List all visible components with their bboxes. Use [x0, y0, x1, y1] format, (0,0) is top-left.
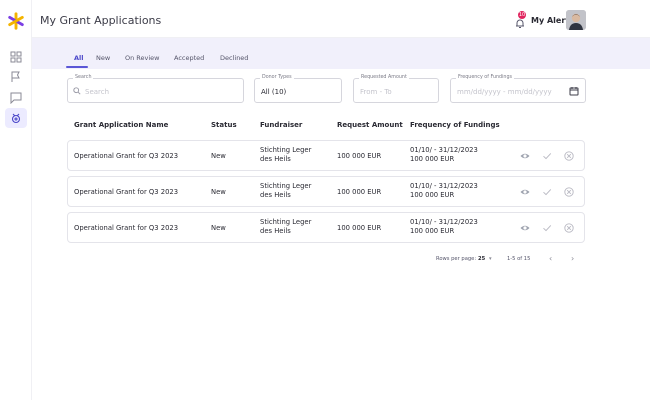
frequency-amount: 100 000 EUR: [410, 227, 455, 235]
bell-icon: 10: [514, 11, 526, 28]
request-amount: 100 000 EUR: [337, 188, 382, 196]
page-range: 1-5 of 15: [507, 256, 531, 262]
grant-name: Operational Grant for Q3 2023: [74, 152, 179, 160]
user-avatar[interactable]: [566, 10, 586, 30]
col-header-amount: Request Amount: [337, 121, 403, 129]
grants-icon: [11, 113, 21, 124]
rows-per-page-value: 25: [478, 256, 486, 262]
fundraiser-line2: des Heils: [260, 191, 291, 199]
app-logo-icon[interactable]: [7, 12, 25, 30]
request-amount: 100 000 EUR: [337, 224, 382, 232]
tab-new[interactable]: New: [96, 54, 111, 62]
grant-status: New: [211, 152, 226, 160]
page-title: My Grant Applications: [40, 14, 162, 27]
rows-per-page-select[interactable]: 25 ▾: [478, 256, 492, 262]
frequency-dates: 01/10/ - 31/12/2023: [410, 182, 478, 190]
frequency-date-range-field[interactable]: Frequency of Fundings mm/dd/yyyy - mm/dd…: [450, 75, 586, 103]
fundraiser-line2: des Heils: [260, 227, 291, 235]
next-page-button[interactable]: ›: [571, 254, 575, 263]
frequency-label: Frequency of Fundings: [456, 75, 514, 80]
col-header-fundraiser: Fundraiser: [260, 121, 303, 129]
col-header-frequency: Frequency of Fundings: [410, 121, 500, 129]
col-header-name: Grant Application Name: [74, 121, 169, 129]
decline-x-icon[interactable]: [564, 187, 574, 197]
active-tab-indicator: [66, 66, 88, 68]
flag-icon: [11, 71, 20, 82]
requested-amount-field[interactable]: Requested Amount From - To: [353, 75, 439, 103]
decline-x-icon[interactable]: [564, 223, 574, 233]
frequency-dates: 01/10/ - 31/12/2023: [410, 218, 478, 226]
calendar-icon[interactable]: [569, 86, 579, 96]
table-row[interactable]: Operational Grant for Q3 2023 New Sticht…: [67, 140, 585, 171]
search-icon: [73, 87, 81, 95]
col-header-status: Status: [211, 121, 237, 129]
sidebar: [0, 0, 32, 400]
donor-types-value: All (10): [261, 88, 287, 96]
sidebar-item-flags[interactable]: [5, 67, 27, 87]
fundraiser-line1: Stichting Leger: [260, 182, 312, 190]
alerts-label: My Alerts: [531, 15, 574, 25]
status-tabs: All New On Review Accepted Declined: [32, 38, 650, 69]
requested-amount-label: Requested Amount: [359, 75, 409, 80]
table-row[interactable]: Operational Grant for Q3 2023 New Sticht…: [67, 176, 585, 207]
chevron-down-icon: ▾: [489, 256, 492, 262]
tab-declined[interactable]: Declined: [220, 54, 249, 62]
request-amount: 100 000 EUR: [337, 152, 382, 160]
donor-types-label: Donor Types: [260, 75, 294, 80]
approve-check-icon[interactable]: [542, 151, 552, 161]
chat-icon: [10, 92, 22, 104]
frequency-dates: 01/10/ - 31/12/2023: [410, 146, 478, 154]
search-input[interactable]: Search: [85, 88, 110, 96]
dashboard-icon: [10, 51, 22, 63]
tab-on-review[interactable]: On Review: [125, 54, 160, 62]
sidebar-item-grants[interactable]: [5, 108, 27, 128]
view-eye-icon[interactable]: [520, 151, 530, 161]
grant-status: New: [211, 224, 226, 232]
search-field-label: Search: [73, 75, 94, 80]
frequency-date-input[interactable]: mm/dd/yyyy - mm/dd/yyyy: [457, 88, 552, 96]
alerts-count-badge: 10: [518, 11, 526, 19]
approve-check-icon[interactable]: [542, 223, 552, 233]
top-header: My Grant Applications 10 My Alerts: [32, 0, 650, 38]
fundraiser-line1: Stichting Leger: [260, 146, 312, 154]
tab-accepted[interactable]: Accepted: [174, 54, 205, 62]
prev-page-button[interactable]: ‹: [549, 254, 553, 263]
fundraiser-line1: Stichting Leger: [260, 218, 312, 226]
view-eye-icon[interactable]: [520, 187, 530, 197]
sidebar-item-messages[interactable]: [5, 88, 27, 108]
grant-status: New: [211, 188, 226, 196]
rows-per-page-label: Rows per page:: [436, 256, 477, 262]
alerts-button[interactable]: 10 My Alerts: [514, 11, 574, 28]
frequency-amount: 100 000 EUR: [410, 155, 455, 163]
requested-amount-input[interactable]: From - To: [360, 88, 392, 96]
approve-check-icon[interactable]: [542, 187, 552, 197]
tab-all[interactable]: All: [74, 54, 84, 62]
decline-x-icon[interactable]: [564, 151, 574, 161]
sidebar-item-dashboard[interactable]: [5, 47, 27, 67]
fundraiser-line2: des Heils: [260, 155, 291, 163]
view-eye-icon[interactable]: [520, 223, 530, 233]
grant-name: Operational Grant for Q3 2023: [74, 188, 179, 196]
frequency-amount: 100 000 EUR: [410, 191, 455, 199]
table-row[interactable]: Operational Grant for Q3 2023 New Sticht…: [67, 212, 585, 243]
search-field[interactable]: Search Search: [67, 75, 244, 103]
donor-types-select[interactable]: Donor Types All (10): [254, 75, 342, 103]
grant-name: Operational Grant for Q3 2023: [74, 224, 179, 232]
